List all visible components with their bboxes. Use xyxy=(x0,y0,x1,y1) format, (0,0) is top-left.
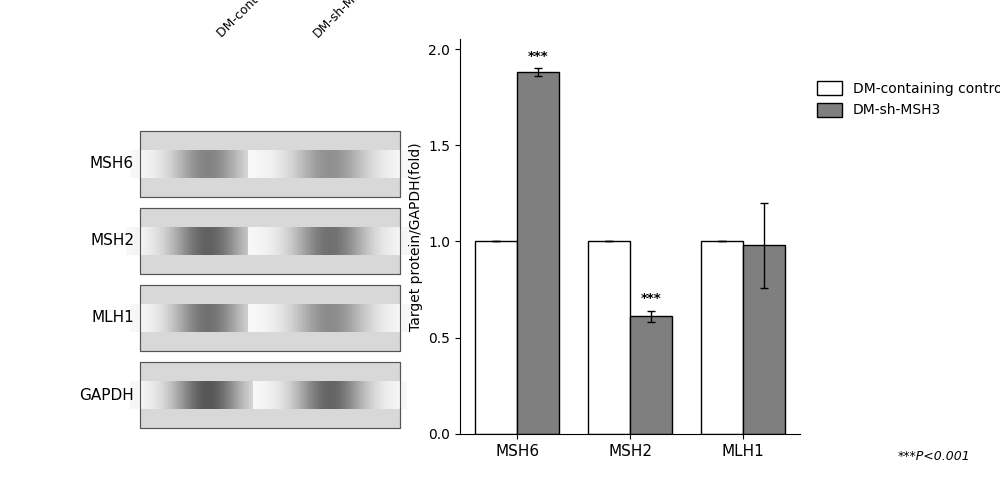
Text: ***P<0.001: ***P<0.001 xyxy=(897,451,970,463)
Bar xyxy=(140,131,400,197)
Bar xyxy=(743,246,785,434)
Bar xyxy=(475,242,517,434)
Text: MSH6: MSH6 xyxy=(90,156,134,171)
Text: MLH1: MLH1 xyxy=(91,311,134,325)
Bar xyxy=(140,208,400,274)
Bar xyxy=(630,317,672,434)
Bar xyxy=(140,362,400,428)
Bar xyxy=(140,208,400,274)
Bar xyxy=(588,242,630,434)
Text: DM-sh-MSH3: DM-sh-MSH3 xyxy=(311,0,376,40)
Bar xyxy=(140,131,400,197)
Text: MSH2: MSH2 xyxy=(90,233,134,248)
Text: ***: *** xyxy=(528,49,549,63)
Bar xyxy=(517,72,559,434)
Text: GAPDH: GAPDH xyxy=(79,387,134,403)
Bar xyxy=(140,285,400,351)
Bar xyxy=(140,362,400,428)
Legend: DM-containing control, DM-sh-MSH3: DM-containing control, DM-sh-MSH3 xyxy=(817,81,1000,117)
Text: DM-containing control: DM-containing control xyxy=(215,0,322,40)
Bar xyxy=(701,242,743,434)
Y-axis label: Target protein/GAPDH(fold): Target protein/GAPDH(fold) xyxy=(409,142,423,331)
Bar xyxy=(140,285,400,351)
Text: ***: *** xyxy=(641,292,661,305)
